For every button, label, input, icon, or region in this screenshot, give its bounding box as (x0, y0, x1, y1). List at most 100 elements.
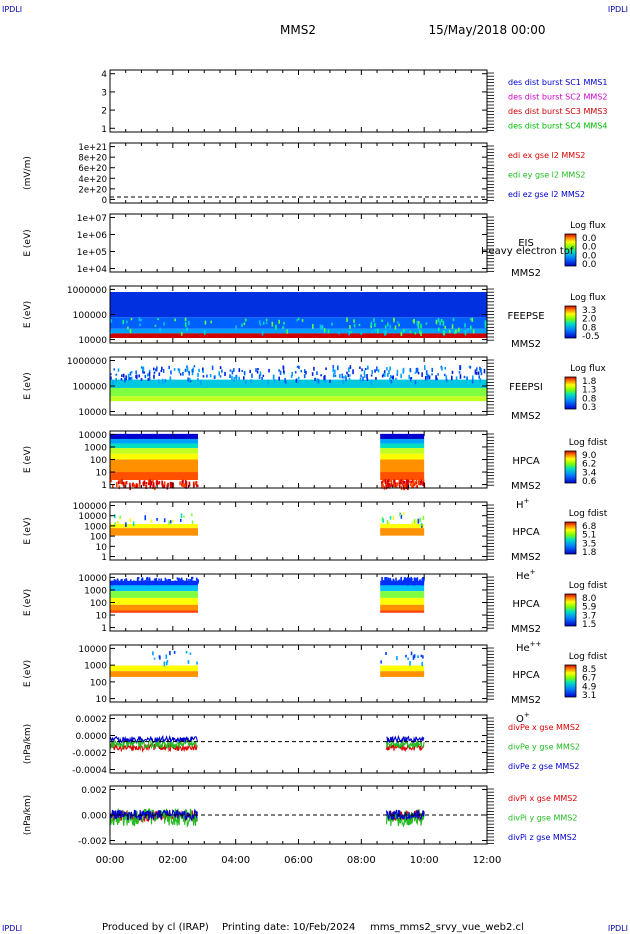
spectrogram-cell (389, 377, 391, 382)
spectrogram-cell (348, 330, 351, 336)
spectrogram-cell (366, 374, 368, 379)
spectrogram-cell (419, 517, 422, 523)
spectrogram-cell (382, 373, 385, 377)
legend-entry: des dist burst SC4 MMS4 (508, 122, 607, 131)
spectrogram-cell (398, 479, 401, 485)
spectrogram-cell (139, 323, 141, 326)
spectrogram-cell (380, 448, 425, 454)
spectrogram-cell (235, 325, 237, 330)
spectrogram-cell (385, 484, 388, 490)
colorbar (564, 521, 577, 555)
spectrogram-cell (393, 317, 395, 321)
spectrogram-cell (297, 379, 299, 384)
spectrogram-cell (110, 472, 198, 481)
corner-label-bottom-left: IPDLI (2, 924, 22, 933)
spectrogram-cell (197, 378, 199, 382)
spectrogram-cell (435, 319, 438, 325)
spectrogram-cell (415, 519, 417, 524)
spectrogram-cell (298, 365, 300, 370)
spectrogram-cell (451, 370, 454, 374)
spectrogram-cell (388, 522, 390, 525)
y-tick-label: 1e+05 (77, 248, 107, 258)
spectrogram-cell (421, 372, 423, 377)
spectrogram-cell (380, 453, 425, 460)
spectrogram-cell (437, 373, 439, 376)
spectrogram-cell (156, 366, 158, 369)
y-tick-label: 10000 (78, 574, 107, 584)
y-axis-label: E (eV) (23, 589, 33, 616)
spectrogram-cell (275, 324, 277, 330)
spectrogram-cell (144, 515, 147, 521)
colorbar-tick-label: 3.1 (582, 691, 596, 701)
spectrogram-cell (419, 329, 421, 334)
spectrogram-cell (180, 577, 183, 581)
spectrogram-cell (323, 375, 325, 381)
spectrogram-cell (190, 513, 193, 517)
spectrogram-cell (324, 380, 327, 383)
spacecraft-label: MMS2 (511, 624, 541, 635)
spacecraft-label: MMS2 (511, 481, 541, 492)
colorbar-title: Log fdist (569, 438, 608, 448)
spectrogram-cell (363, 374, 366, 378)
spectrogram-cell (173, 368, 176, 371)
spectrogram-cell (440, 319, 443, 322)
spectrogram-cell (459, 374, 462, 379)
spectrogram-cell (415, 482, 418, 485)
panel-frame (109, 142, 488, 204)
y-tick-label: 100000 (73, 311, 108, 321)
spectrogram-cell (455, 376, 458, 381)
spectrogram-cell (385, 576, 388, 581)
spectrogram-cell (141, 366, 144, 370)
y-axis-label: (mV/m) (23, 156, 33, 190)
spectrogram-cell (403, 328, 405, 333)
colorbar-tick-label: 3.4 (582, 468, 597, 478)
spectrogram-cell (147, 578, 149, 583)
spectrogram-cell (192, 481, 195, 484)
spectrogram-cell (130, 371, 133, 374)
spectrogram-cell (313, 366, 315, 371)
spectrogram-cell (417, 324, 420, 329)
spectrogram-cell (110, 373, 112, 376)
spectrogram-cell (168, 520, 170, 525)
spectrogram-cell (184, 368, 187, 373)
spectrogram-cell (463, 375, 466, 379)
spectrogram-cell (427, 375, 429, 380)
spectrogram-cell (157, 379, 160, 384)
spectrogram-cell (129, 371, 132, 376)
spectrogram-cell (161, 480, 163, 486)
spectrogram-cell (251, 373, 253, 378)
spectrogram-cell (303, 369, 306, 374)
spectrogram-cell (395, 484, 398, 489)
spectrogram-cell (451, 324, 454, 329)
spectrogram-cell (417, 518, 420, 524)
panels: 4 3 2 1 des dist burst SC1 MMS1 des dist burs… (23, 69, 608, 847)
spectrogram-cell (184, 317, 187, 322)
spectrogram-cell (389, 480, 391, 483)
spectrogram-cell (148, 577, 151, 581)
spectrogram-cell (160, 370, 163, 373)
spectrogram-cell (380, 443, 425, 449)
spectrogram-cell (148, 371, 151, 377)
spectrogram-cell (159, 580, 162, 583)
spectrogram-cell (185, 651, 188, 654)
spectrogram-cell (410, 376, 413, 380)
spectrogram-cell (145, 577, 148, 580)
panel-frame (109, 69, 488, 133)
spectrogram-cell (383, 370, 386, 375)
spectrogram-cell (380, 522, 383, 526)
y-tick-label: 10000 (78, 431, 107, 441)
spectrogram-cell (185, 579, 188, 583)
spectrogram-cell (255, 368, 257, 372)
spectrogram-cell (169, 579, 172, 583)
y-tick-label: 10 (96, 695, 108, 705)
spectrogram-cell (164, 577, 167, 582)
colorbar (564, 233, 577, 267)
spectrogram-cell (409, 330, 412, 333)
spectrogram-cell (412, 319, 415, 323)
spectrogram-cell (243, 322, 246, 326)
spectrogram-cell (387, 484, 390, 489)
time-axis: 00:00 02:00 04:00 06:00 08:00 10:00 12:00 (96, 855, 502, 866)
spectrogram-cell (171, 519, 174, 523)
y-tick-label: 4 (101, 70, 107, 80)
spectrogram-cell (384, 481, 387, 485)
